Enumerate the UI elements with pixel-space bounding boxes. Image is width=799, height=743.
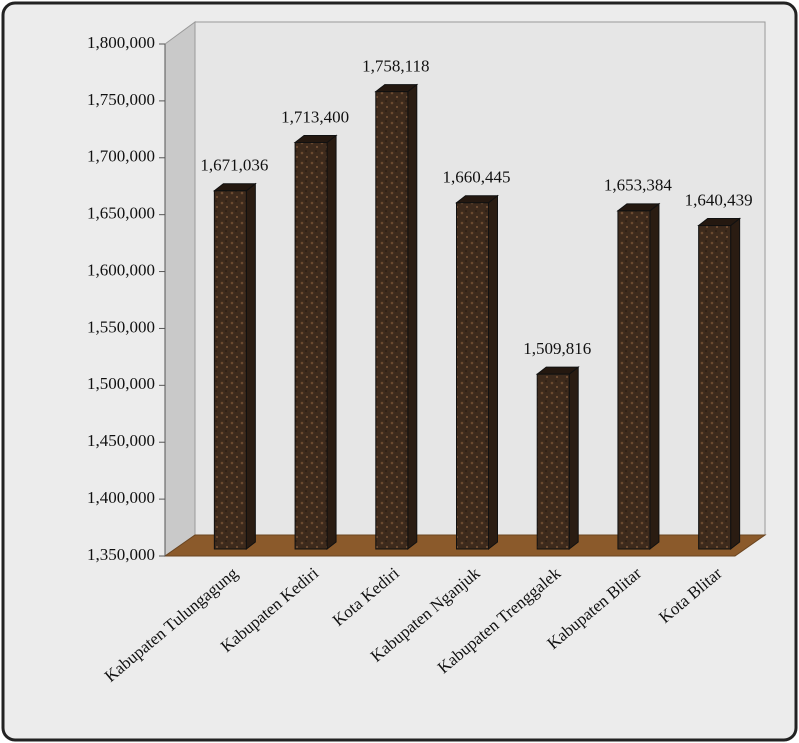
y-tick-label: 1,550,000 [87, 317, 155, 336]
bar-side [730, 217, 741, 551]
bar-side [245, 182, 256, 551]
bar-side [407, 83, 418, 551]
side-wall [164, 21, 196, 557]
bar-side [568, 366, 579, 551]
bar [294, 142, 328, 550]
y-tick-label: 1,500,000 [87, 374, 155, 393]
bar-side [326, 134, 337, 551]
value-label: 1,509,816 [523, 339, 591, 358]
y-tick-label: 1,750,000 [87, 90, 155, 109]
y-tick-label: 1,650,000 [87, 204, 155, 223]
value-label: 1,671,036 [200, 156, 268, 175]
bar [698, 225, 732, 550]
y-tick-label: 1,700,000 [87, 147, 155, 166]
bar [617, 210, 651, 550]
value-label: 1,640,439 [685, 190, 753, 209]
y-tick-label: 1,450,000 [87, 431, 155, 450]
value-label: 1,653,384 [604, 176, 673, 195]
y-tick-label: 1,600,000 [87, 260, 155, 279]
bar [456, 202, 489, 550]
bar [375, 91, 409, 550]
bar [536, 373, 570, 550]
y-tick-label: 1,800,000 [87, 33, 155, 52]
y-tick-label: 1,350,000 [87, 545, 155, 564]
bar [213, 190, 247, 550]
value-label: 1,758,118 [362, 57, 429, 76]
value-label: 1,713,400 [281, 107, 349, 126]
bar-side [649, 202, 660, 551]
bar-side [488, 194, 498, 551]
value-label: 1,660,445 [443, 168, 511, 187]
y-tick-label: 1,400,000 [87, 488, 155, 507]
